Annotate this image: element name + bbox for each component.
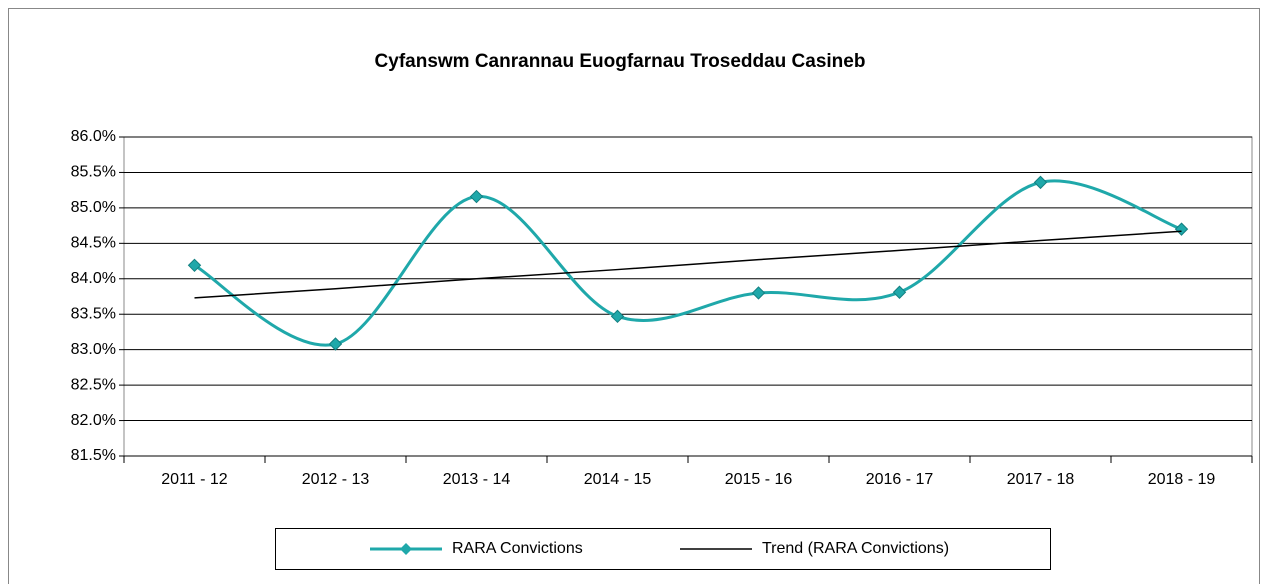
y-tick-label: 86.0% — [71, 128, 116, 145]
marker — [751, 286, 766, 300]
x-tick-label: 2017 - 18 — [1007, 471, 1075, 488]
x-tick-label: 2018 - 19 — [1148, 471, 1216, 488]
x-tick-label: 2014 - 15 — [584, 471, 652, 488]
y-tick-label: 85.0% — [71, 199, 116, 216]
chart-title: Cyfanswm Canrannau Euogfarnau Troseddau … — [375, 51, 866, 72]
legend-marker — [400, 543, 412, 555]
marker — [892, 285, 907, 299]
plot-area — [123, 136, 1253, 457]
marker — [1033, 175, 1048, 190]
legend-label: Trend (RARA Convictions) — [762, 540, 949, 557]
legend-label: RARA Convictions — [452, 540, 583, 557]
y-tick-label: 82.0% — [71, 412, 116, 429]
marker — [469, 189, 484, 204]
marker — [187, 258, 202, 273]
y-tick-label: 81.5% — [71, 447, 116, 464]
x-tick-label: 2013 - 14 — [443, 471, 511, 488]
y-tick-label: 83.5% — [71, 305, 116, 322]
x-tick-label: 2011 - 12 — [161, 471, 228, 488]
x-tick-label: 2015 - 16 — [725, 471, 793, 488]
y-tick-label: 83.0% — [71, 341, 116, 358]
y-tick-label: 82.5% — [71, 376, 116, 393]
series-line — [193, 179, 1182, 347]
x-tick-label: 2016 - 17 — [866, 471, 934, 488]
y-tick-label: 85.5% — [71, 164, 116, 181]
marker — [328, 337, 343, 351]
y-tick-label: 84.0% — [71, 270, 116, 287]
x-tick-label: 2012 - 13 — [302, 471, 370, 488]
marker — [610, 309, 625, 324]
series-line — [194, 230, 1182, 299]
y-tick-label: 84.5% — [71, 235, 116, 252]
